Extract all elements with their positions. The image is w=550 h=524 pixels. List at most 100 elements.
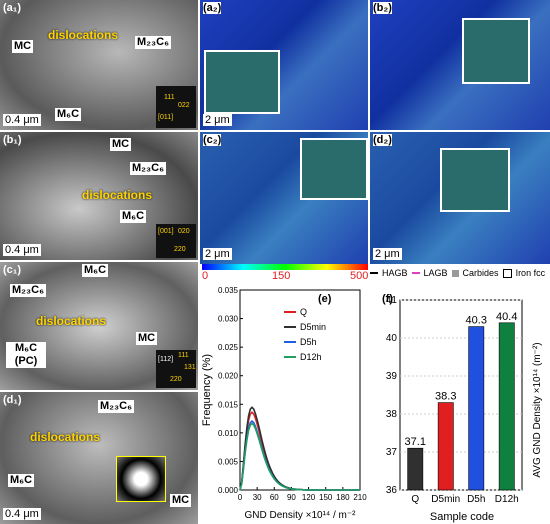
scale-label: 0.4 μm: [3, 244, 41, 256]
x-tick-label: 30: [253, 493, 262, 502]
category-label: D5h: [467, 494, 485, 505]
y-tick-label: 41: [386, 295, 398, 306]
series-line: [239, 406, 360, 491]
bar-value-label: 40.3: [466, 315, 487, 327]
panel-label: (c₁): [3, 264, 21, 276]
bar: [437, 402, 454, 491]
y-tick-label: 39: [386, 371, 398, 382]
m23c6-label: M₂₃C₆: [130, 162, 167, 175]
lagb-swatch: [411, 272, 420, 274]
y-tick-label: 0.000: [218, 486, 239, 495]
lagb-label: LAGB: [423, 268, 448, 278]
panel-label: (d₂): [373, 134, 392, 146]
zone-axis: [011]: [158, 114, 174, 121]
scale-label: 2 μm: [203, 114, 232, 126]
avg-gnd-bar-chart: (f) AVG GND Density ×10¹⁴ (m⁻²) Sample c…: [382, 293, 543, 523]
mc-label: MC: [110, 138, 132, 151]
zone-axis: [001]: [158, 228, 174, 235]
x-tick-label: 90: [287, 493, 296, 502]
m6c-label: M₆C: [8, 474, 35, 487]
y-tick-label: 0.025: [218, 343, 239, 352]
x-tick-label: 150: [319, 493, 333, 502]
ebsd-panel-a2: (a₂) 2 μm: [200, 0, 368, 130]
category-label: D5min: [431, 494, 460, 505]
bar: [407, 447, 424, 491]
spot-label: 111: [164, 94, 175, 101]
diffraction-inset: [011] 111 022: [156, 86, 196, 128]
scale-label: 2 μm: [203, 248, 232, 260]
category-label: D12h: [495, 494, 519, 505]
iron-fcc-label: Iron fcc: [515, 268, 546, 278]
spot-label: 220: [170, 376, 182, 383]
y-axis-label: Frequency (%): [201, 354, 213, 426]
bar-value-label: 37.1: [405, 436, 426, 448]
y-tick-label: 0.020: [218, 372, 239, 381]
y-tick-label: 40: [386, 333, 398, 344]
chart-panel-label: (f): [382, 293, 393, 305]
plot-frame: [239, 289, 361, 491]
x-axis-label: GND Density ×10¹⁴ / m⁻²: [245, 510, 357, 521]
legend-label: D5h: [300, 337, 317, 347]
y-tick-label: 36: [386, 485, 398, 496]
ebsd-panel-d2: (d₂) 2 μm: [370, 132, 550, 264]
m6c-pc-label: M₆C (PC): [6, 342, 46, 368]
series-line: [239, 422, 360, 491]
mc-label: MC: [12, 40, 34, 53]
y-tick-label: 0.030: [218, 315, 239, 324]
dislocations-label: dislocations: [48, 28, 119, 42]
chart-panel-label: (e): [318, 293, 332, 305]
y-tick-label: 38: [386, 409, 398, 420]
magnified-inset: [116, 456, 166, 502]
panel-label: (b₁): [3, 134, 22, 146]
bar: [498, 322, 515, 491]
iron-fcc-swatch: [502, 268, 512, 278]
mc-label: MC: [170, 494, 192, 507]
y-axis-label: AVG GND Density ×10¹⁴ (m⁻²): [532, 342, 543, 477]
y-tick-label: 0.035: [218, 286, 239, 295]
legend-label: D12h: [300, 352, 322, 362]
legend-label: Q: [300, 307, 307, 317]
x-tick-label: 60: [270, 493, 279, 502]
mc-label: MC: [136, 332, 158, 345]
y-tick-label: 0.010: [218, 429, 239, 438]
ebsd-panel-c2: (c₂) 2 μm: [200, 132, 368, 264]
dislocations-label: dislocations: [36, 314, 107, 328]
spot-label: 020: [178, 228, 190, 235]
y-tick-label: 0.015: [218, 400, 239, 409]
bar-value-label: 38.3: [435, 391, 456, 403]
x-tick-label: 120: [302, 493, 316, 502]
x-tick-label: 210: [353, 493, 367, 502]
zoom-inset: [462, 18, 530, 84]
x-tick-label: 0: [238, 493, 243, 502]
tem-panel-d1: (d₁) M₂₃C₆ dislocations M₆C MC 0.4 μm: [0, 392, 198, 524]
tem-panel-a1: (a₁) MC dislocations M₂₃C₆ M₆C [011] 111…: [0, 0, 198, 130]
m23c6-label: M₂₃C₆: [10, 284, 47, 297]
series-line: [239, 420, 360, 491]
colorbar-tick: 500: [350, 270, 369, 282]
zoom-inset: [300, 138, 368, 200]
scale-label: 0.4 μm: [3, 508, 41, 520]
zoom-inset: [440, 148, 510, 212]
x-tick-label: 180: [336, 493, 350, 502]
ebsd-panel-b2: (b₂): [370, 0, 550, 130]
dislocations-label: dislocations: [30, 430, 101, 444]
y-tick-label: 37: [386, 447, 398, 458]
bar-value-label: 40.4: [496, 311, 517, 323]
tem-panel-c1: (c₁) M₆C M₂₃C₆ dislocations MC M₆C (PC) …: [0, 262, 198, 390]
zoom-inset: [204, 50, 280, 114]
diffraction-inset: [112] 111 220 131: [156, 350, 196, 388]
carbides-swatch: [451, 269, 459, 277]
diffraction-inset: [001] 020 220: [156, 224, 196, 258]
dislocations-label: dislocations: [82, 188, 153, 202]
gnd-frequency-chart: (e) Frequency (%) GND Density ×10¹⁴ / m⁻…: [201, 286, 367, 521]
carbides-label: Carbides: [462, 268, 499, 278]
m23c6-label: M₂₃C₆: [135, 36, 172, 49]
m6c-label: M₆C: [55, 108, 82, 121]
colorbar: [202, 264, 368, 270]
zone-axis: [112]: [158, 356, 174, 363]
panel-label: (c₂): [203, 134, 222, 146]
x-axis-label: Sample code: [430, 511, 494, 523]
scale-label: 0.4 μm: [3, 114, 41, 126]
y-tick-label: 0.005: [218, 457, 239, 466]
m6c-label: M₆C: [82, 264, 109, 277]
